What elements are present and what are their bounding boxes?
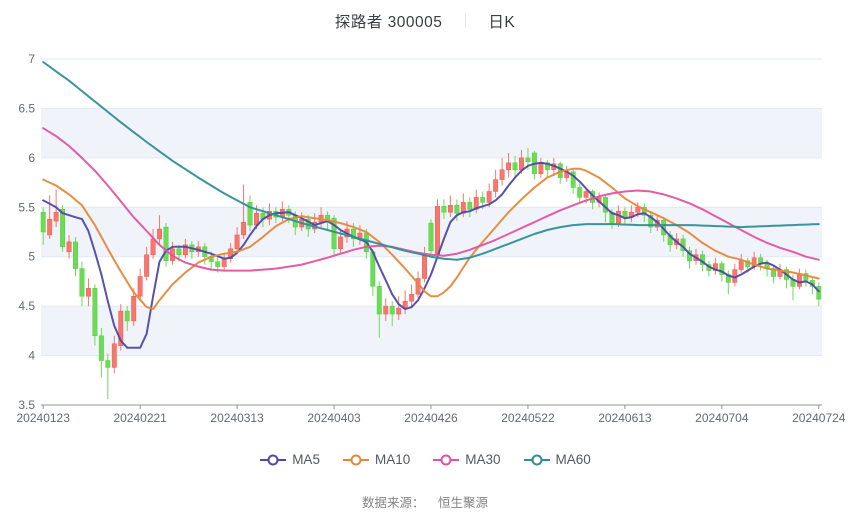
svg-text:20240704: 20240704 xyxy=(695,411,749,425)
y-axis-labels: 7 6.5 6 5.5 5 4.5 4 3.5 xyxy=(18,52,35,412)
legend-label: MA30 xyxy=(465,452,501,467)
svg-text:20240724: 20240724 xyxy=(792,411,846,425)
svg-text:20240123: 20240123 xyxy=(17,411,71,425)
svg-text:5.5: 5.5 xyxy=(18,200,35,214)
chart-legend: MA5 MA10 MA30 MA60 xyxy=(0,452,850,467)
svg-text:20240426: 20240426 xyxy=(404,411,458,425)
legend-label: MA60 xyxy=(555,452,591,467)
data-source-footer: 数据来源： 恒生聚源 xyxy=(0,492,850,511)
svg-text:7: 7 xyxy=(28,52,35,66)
data-source-value: 恒生聚源 xyxy=(437,496,488,510)
svg-text:20240613: 20240613 xyxy=(598,411,652,425)
svg-text:6.5: 6.5 xyxy=(18,101,35,115)
ma10-line xyxy=(42,167,820,311)
legend-item-ma60[interactable]: MA60 xyxy=(523,452,591,467)
legend-label: MA10 xyxy=(374,452,411,467)
ma5-line xyxy=(42,161,820,349)
svg-text:20240221: 20240221 xyxy=(113,411,167,425)
ma60-line xyxy=(42,61,820,261)
svg-text:20240522: 20240522 xyxy=(501,411,555,425)
svg-text:4: 4 xyxy=(28,349,35,363)
chart-title-row: 探路者 300005 ｜ 日K xyxy=(0,10,850,32)
legend-item-ma30[interactable]: MA30 xyxy=(432,452,501,467)
svg-text:6: 6 xyxy=(28,151,35,165)
svg-text:3.5: 3.5 xyxy=(18,398,35,412)
svg-text:4.5: 4.5 xyxy=(18,299,35,313)
legend-marker-icon xyxy=(523,454,550,465)
stock-name-code: 探路者 300005 xyxy=(334,14,443,31)
period-label: 日K xyxy=(488,14,516,31)
legend-marker-icon xyxy=(260,454,287,465)
svg-text:20240313: 20240313 xyxy=(210,411,264,425)
svg-text:20240403: 20240403 xyxy=(307,411,361,425)
title-separator: ｜ xyxy=(458,13,473,29)
legend-marker-icon xyxy=(342,454,369,465)
legend-marker-icon xyxy=(433,454,460,465)
svg-text:5: 5 xyxy=(28,250,35,264)
x-axis-labels: 20240123 20240221 20240313 20240403 20240426… xyxy=(17,405,846,425)
legend-item-ma5[interactable]: MA5 xyxy=(259,452,320,467)
ma30-line xyxy=(42,127,820,272)
data-source-label: 数据来源： xyxy=(361,496,425,510)
legend-label: MA5 xyxy=(292,452,320,467)
legend-item-ma10[interactable]: MA10 xyxy=(342,452,410,467)
